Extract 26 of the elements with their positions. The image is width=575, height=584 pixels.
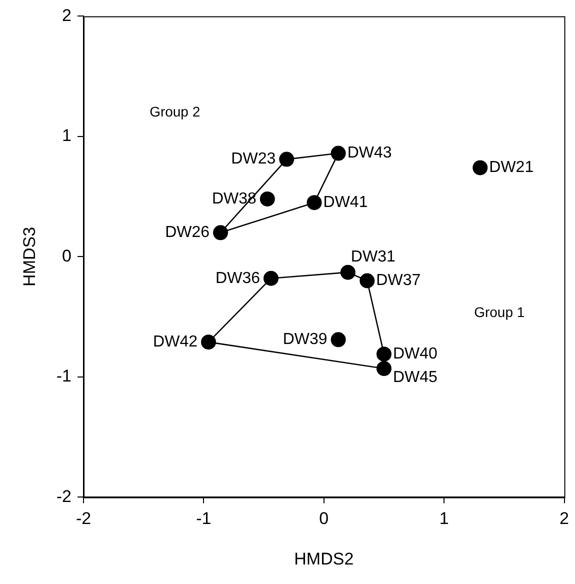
x-tick-label: -1	[196, 509, 212, 528]
x-tick-label: 2	[560, 509, 570, 528]
y-axis-title: HMDS3	[20, 226, 39, 286]
y-tick-label: 2	[62, 6, 72, 25]
x-tick-label: -2	[76, 509, 92, 528]
data-label: DW36	[216, 270, 260, 287]
data-label: DW23	[231, 150, 276, 168]
y-tick-label: 0	[62, 246, 72, 266]
x-axis-title: HMDS2	[294, 549, 354, 568]
data-label: DW26	[165, 224, 210, 242]
data-label: DW42	[153, 333, 198, 350]
annotation: Group 2	[150, 103, 200, 120]
data-label: DW43	[347, 144, 392, 162]
data-label: DW41	[323, 194, 368, 211]
x-tick-label: 0	[319, 509, 329, 528]
data-label: DW39	[282, 331, 328, 348]
y-tick-label: -1	[56, 366, 72, 386]
annotation: Group 1	[474, 304, 525, 320]
data-label: DW40	[392, 346, 438, 363]
data-label: DW31	[350, 248, 396, 266]
y-tick-label: -2	[56, 486, 72, 506]
data-label: DW21	[489, 159, 534, 176]
data-label: DW37	[376, 272, 421, 290]
x-tick-label: 1	[439, 509, 449, 528]
data-label: DW45	[392, 368, 438, 386]
y-tick-label: 1	[62, 126, 72, 146]
